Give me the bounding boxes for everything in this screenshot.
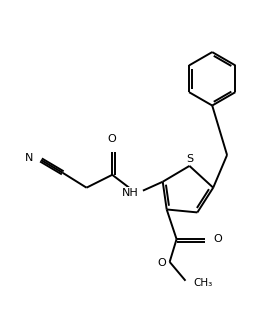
Text: S: S: [186, 154, 193, 164]
Text: N: N: [25, 153, 33, 163]
Text: O: O: [157, 258, 166, 268]
Text: NH: NH: [122, 188, 139, 198]
Text: CH₃: CH₃: [193, 278, 213, 288]
Text: O: O: [108, 134, 117, 144]
Text: O: O: [213, 234, 222, 244]
